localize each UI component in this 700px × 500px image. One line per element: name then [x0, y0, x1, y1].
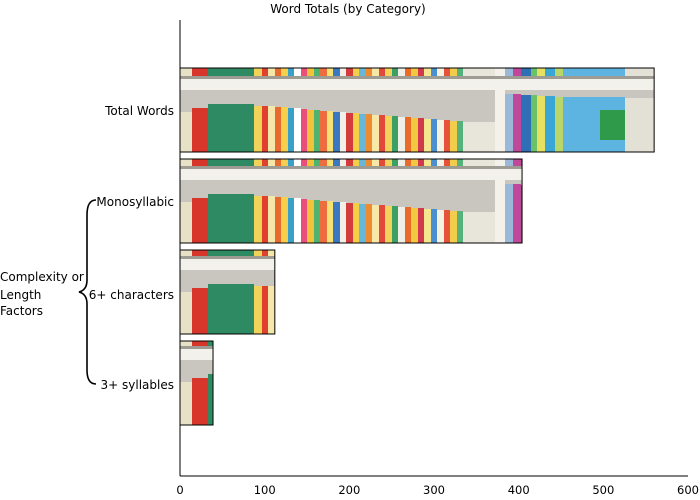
x-tick-label-0: 0 — [176, 483, 183, 497]
category-label-6-plus-characters: 6+ characters — [89, 288, 174, 302]
x-tick-label-200: 200 — [338, 483, 360, 497]
bar-monosyllabic — [179, 158, 523, 244]
group-label-line-3: Factors — [0, 304, 43, 318]
x-tick-label-600: 600 — [677, 483, 699, 497]
bar-total-words — [179, 67, 655, 153]
group-label-line-2: Length — [0, 288, 41, 302]
x-tick-label-300: 300 — [423, 483, 445, 497]
bar-3-syllables — [179, 340, 214, 426]
x-axis-ticks: 0 100 200 300 400 500 600 — [176, 483, 699, 497]
chart-title: Word Totals (by Category) — [270, 2, 425, 16]
bars-group — [179, 67, 655, 426]
bar-6-characters — [179, 249, 276, 335]
category-labels: Total Words Monosyllabic 6+ characters 3… — [89, 104, 174, 392]
x-tick-label-500: 500 — [592, 483, 614, 497]
category-label-monosyllabic: Monosyllabic — [96, 195, 174, 209]
group-label-line-1: Complexity or — [0, 270, 84, 284]
group-label: Complexity or Length Factors — [0, 270, 88, 318]
x-tick-label-100: 100 — [254, 483, 276, 497]
x-tick-label-400: 400 — [508, 483, 530, 497]
category-label-3-plus-syllables: 3+ syllables — [101, 378, 174, 392]
group-brace — [78, 199, 97, 385]
category-label-total-words: Total Words — [104, 104, 174, 118]
